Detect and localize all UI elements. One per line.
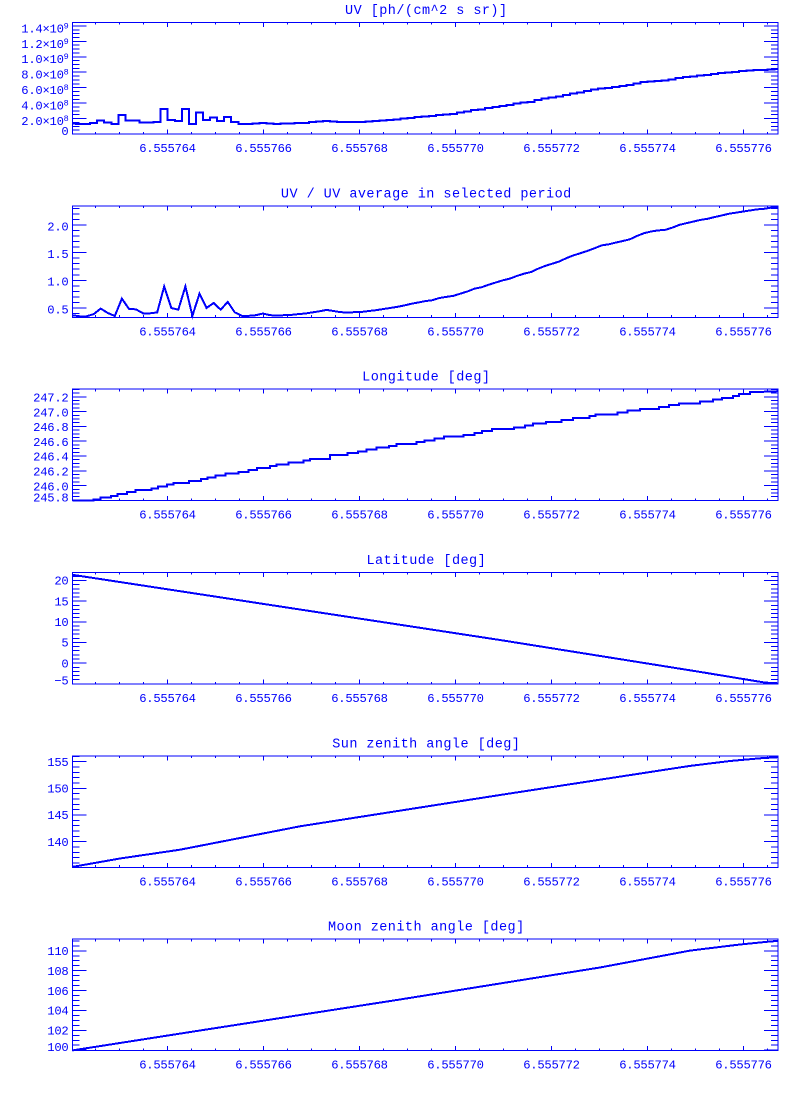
svg-text:UV [ph/(cm^2 s sr)]: UV [ph/(cm^2 s sr)] [345,4,507,19]
svg-text:246.8: 246.8 [33,421,68,435]
svg-text:6.555768: 6.555768 [331,875,388,889]
svg-text:6.0×108: 6.0×108 [21,83,68,98]
svg-text:Latitude [deg]: Latitude [deg] [366,554,486,569]
svg-text:1.2×109: 1.2×109 [21,37,68,52]
svg-text:Sun zenith angle [deg]: Sun zenith angle [deg] [332,737,520,752]
svg-text:6.555766: 6.555766 [235,692,292,706]
svg-text:104: 104 [47,1005,68,1019]
svg-text:5: 5 [61,637,68,651]
svg-text:6.555768: 6.555768 [331,509,388,523]
svg-text:6.555768: 6.555768 [331,1059,388,1073]
svg-text:6.555774: 6.555774 [619,875,676,889]
svg-text:102: 102 [47,1025,68,1039]
svg-text:1.0×109: 1.0×109 [21,52,68,67]
svg-text:6.555776: 6.555776 [715,1059,772,1073]
svg-text:6.555768: 6.555768 [331,142,388,156]
svg-text:150: 150 [47,783,68,797]
svg-text:6.555774: 6.555774 [619,1059,676,1073]
svg-text:6.555774: 6.555774 [619,509,676,523]
svg-text:247.2: 247.2 [33,392,68,406]
svg-text:6.555764: 6.555764 [139,875,196,889]
svg-text:6.555770: 6.555770 [427,142,484,156]
svg-text:0.5: 0.5 [47,303,68,317]
svg-text:6.555768: 6.555768 [331,692,388,706]
svg-text:245.8: 245.8 [33,492,68,506]
svg-text:6.555772: 6.555772 [523,509,580,523]
svg-text:2.0×108: 2.0×108 [21,114,68,129]
svg-text:6.555764: 6.555764 [139,325,196,339]
svg-text:6.555764: 6.555764 [139,692,196,706]
svg-text:246.0: 246.0 [33,480,68,494]
svg-text:6.555766: 6.555766 [235,1059,292,1073]
svg-text:145: 145 [47,809,68,823]
svg-text:6.555770: 6.555770 [427,692,484,706]
svg-text:Longitude [deg]: Longitude [deg] [362,371,490,386]
svg-text:6.555770: 6.555770 [427,1059,484,1073]
svg-text:6.555772: 6.555772 [523,692,580,706]
svg-text:6.555774: 6.555774 [619,142,676,156]
svg-text:110: 110 [47,945,68,959]
svg-text:6.555768: 6.555768 [331,325,388,339]
svg-text:6.555766: 6.555766 [235,325,292,339]
svg-text:0: 0 [61,657,68,671]
svg-text:6.555770: 6.555770 [427,509,484,523]
svg-text:6.555776: 6.555776 [715,142,772,156]
svg-text:140: 140 [47,836,68,850]
svg-text:6.555764: 6.555764 [139,1059,196,1073]
svg-text:246.2: 246.2 [33,466,68,480]
svg-text:6.555774: 6.555774 [619,325,676,339]
svg-text:6.555766: 6.555766 [235,142,292,156]
svg-text:8.0×108: 8.0×108 [21,68,68,83]
svg-text:4.0×108: 4.0×108 [21,99,68,114]
svg-text:6.555764: 6.555764 [139,142,196,156]
svg-text:100: 100 [47,1041,68,1055]
svg-text:1.0: 1.0 [47,276,68,290]
svg-text:108: 108 [47,965,68,979]
svg-text:Moon zenith angle [deg]: Moon zenith angle [deg] [328,921,525,936]
svg-text:6.555776: 6.555776 [715,692,772,706]
svg-text:6.555772: 6.555772 [523,1059,580,1073]
svg-text:6.555776: 6.555776 [715,509,772,523]
svg-text:6.555764: 6.555764 [139,509,196,523]
svg-text:155: 155 [47,756,68,770]
svg-text:106: 106 [47,985,68,999]
svg-text:6.555766: 6.555766 [235,875,292,889]
svg-text:6.555776: 6.555776 [715,325,772,339]
svg-text:6.555766: 6.555766 [235,509,292,523]
svg-text:1.4×109: 1.4×109 [21,21,68,36]
svg-text:10: 10 [54,616,68,630]
svg-text:246.4: 246.4 [33,451,68,465]
svg-text:6.555774: 6.555774 [619,692,676,706]
svg-text:−5: −5 [54,675,68,689]
svg-text:6.555772: 6.555772 [523,875,580,889]
svg-text:15: 15 [54,595,68,609]
svg-text:247.0: 247.0 [33,406,68,420]
svg-text:246.6: 246.6 [33,436,68,450]
svg-text:6.555776: 6.555776 [715,875,772,889]
svg-text:1.5: 1.5 [47,248,68,262]
svg-text:6.555770: 6.555770 [427,325,484,339]
svg-text:UV / UV average in selected pe: UV / UV average in selected period [281,187,572,202]
svg-text:6.555772: 6.555772 [523,142,580,156]
svg-text:0: 0 [61,125,68,139]
svg-text:6.555772: 6.555772 [523,325,580,339]
svg-text:6.555770: 6.555770 [427,875,484,889]
svg-text:2.0: 2.0 [47,220,68,234]
svg-text:20: 20 [54,575,68,589]
